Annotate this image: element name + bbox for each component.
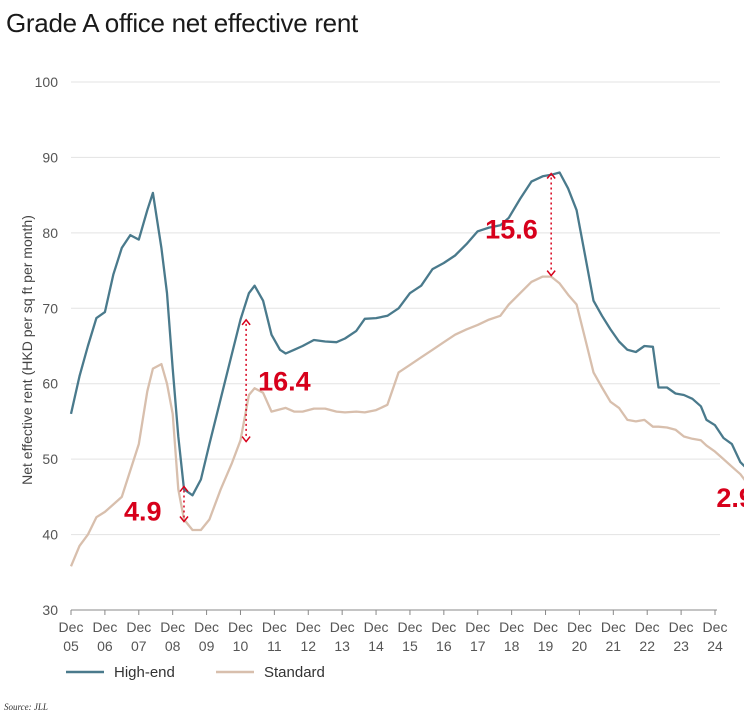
x-tick-label-bottom-19: 24: [707, 638, 723, 654]
x-tick-label-bottom-16: 21: [606, 638, 622, 654]
x-tick-label-bottom-15: 20: [572, 638, 588, 654]
gap-annotations: 4.9 16.4 15.6 2.9: [124, 172, 744, 527]
x-tick-label-bottom-12: 17: [470, 638, 486, 654]
x-tick-label-bottom-10: 15: [402, 638, 418, 654]
x-tick-label-top-3: Dec: [160, 619, 185, 635]
annotation-arrow-down-1: [241, 436, 251, 443]
series-lines: [69, 171, 744, 567]
x-tick-label-bottom-18: 23: [673, 638, 689, 654]
x-tick-label-top-4: Dec: [194, 619, 219, 635]
x-tick-label-bottom-14: 19: [538, 638, 554, 654]
x-tick-label-top-18: Dec: [669, 619, 694, 635]
x-tick-label-top-10: Dec: [397, 619, 422, 635]
x-tick-label-bottom-2: 07: [131, 638, 147, 654]
annotation-label-3: 2.9: [716, 483, 744, 513]
annotation-arrow-down-2: [546, 270, 556, 277]
x-tick-label-top-11: Dec: [431, 619, 456, 635]
chart-title: Grade A office net effective rent: [6, 8, 358, 38]
y-tick-label-100: 100: [35, 74, 59, 90]
x-axis-tick-labels: Dec 05 Dec 06 Dec 07 Dec 08 Dec 09 Dec 10 Dec 11 Dec 12…: [59, 619, 728, 654]
x-tick-label-top-14: Dec: [533, 619, 558, 635]
y-tick-label-70: 70: [42, 300, 58, 316]
x-tick-label-top-7: Dec: [296, 619, 321, 635]
y-tick-label-30: 30: [42, 602, 58, 618]
annotation-label-1: 16.4: [258, 367, 311, 397]
y-axis-tick-labels: 30 40 50 60 70 80 90 100: [35, 74, 59, 618]
x-tick-label-top-1: Dec: [92, 619, 117, 635]
x-tick-label-bottom-0: 05: [63, 638, 79, 654]
x-tick-label-top-2: Dec: [126, 619, 151, 635]
x-tick-label-top-6: Dec: [262, 619, 287, 635]
x-tick-label-top-0: Dec: [59, 619, 84, 635]
x-tick-label-top-13: Dec: [499, 619, 524, 635]
legend-label-high-end: High-end: [114, 664, 175, 681]
x-tick-label-top-5: Dec: [228, 619, 253, 635]
annotation-arrow-up-0: [179, 485, 189, 493]
y-tick-label-80: 80: [42, 225, 58, 241]
x-tick-label-bottom-17: 22: [639, 638, 655, 654]
y-axis-label: Net effective rent (HKD per sq ft per mo…: [19, 215, 35, 485]
x-tick-label-bottom-4: 09: [199, 638, 215, 654]
annotation-arrow-down-0: [179, 516, 189, 523]
annotation-label-2: 15.6: [485, 215, 538, 245]
series-line-standard: [69, 275, 744, 567]
legend-label-standard: Standard: [264, 664, 325, 681]
x-axis-tick-marks: [70, 610, 716, 615]
x-tick-label-top-19: Dec: [703, 619, 728, 635]
y-tick-label-90: 90: [42, 149, 58, 165]
annotation-label-0: 4.9: [124, 497, 162, 527]
annotation-arrow-up-1: [241, 318, 251, 326]
x-tick-label-top-9: Dec: [364, 619, 389, 635]
legend: High-end Standard: [66, 664, 325, 681]
x-tick-label-bottom-3: 08: [165, 638, 181, 654]
x-tick-label-top-17: Dec: [635, 619, 660, 635]
y-tick-label-50: 50: [42, 451, 58, 467]
x-tick-label-bottom-8: 13: [334, 638, 350, 654]
x-tick-label-bottom-7: 12: [300, 638, 316, 654]
series-line-high-end: [69, 171, 744, 497]
x-tick-label-bottom-13: 18: [504, 638, 520, 654]
x-tick-label-bottom-11: 16: [436, 638, 452, 654]
x-tick-label-top-12: Dec: [465, 619, 490, 635]
x-tick-label-top-8: Dec: [330, 619, 355, 635]
x-tick-label-bottom-1: 06: [97, 638, 113, 654]
y-tick-label-40: 40: [42, 527, 58, 543]
x-tick-label-bottom-5: 10: [233, 638, 249, 654]
x-tick-label-top-16: Dec: [601, 619, 626, 635]
x-tick-label-bottom-9: 14: [368, 638, 384, 654]
source-note: Source: JLL: [4, 702, 48, 712]
y-tick-label-60: 60: [42, 376, 58, 392]
x-tick-label-top-15: Dec: [567, 619, 592, 635]
x-tick-label-bottom-6: 11: [267, 638, 282, 654]
annotation-arrow-up-2: [546, 172, 556, 179]
